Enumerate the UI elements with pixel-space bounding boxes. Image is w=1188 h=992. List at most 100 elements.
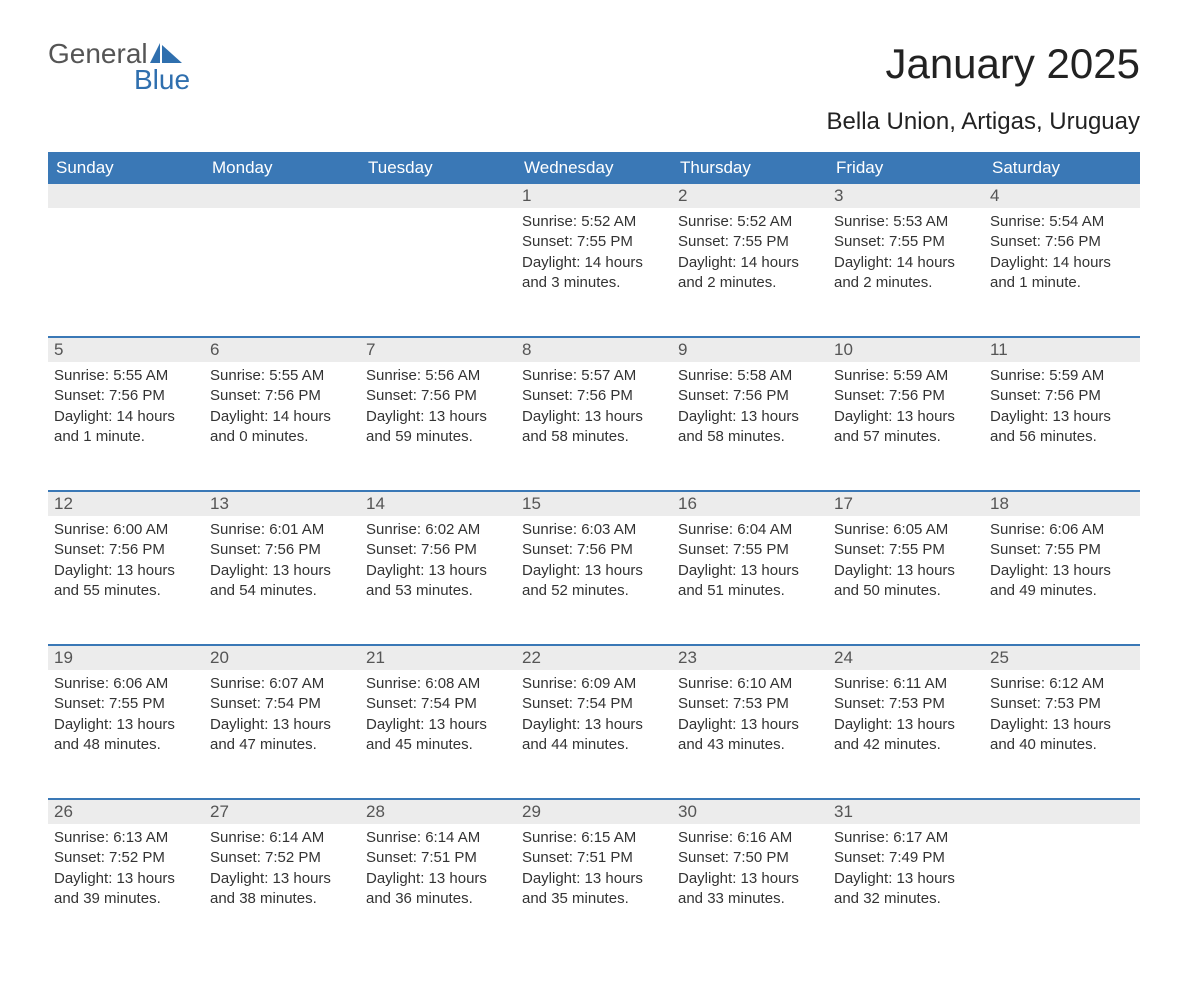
day-content-cell bbox=[360, 208, 516, 336]
weekday-header: Wednesday bbox=[516, 152, 672, 184]
day-number: 29 bbox=[516, 798, 672, 824]
day-content-cell: Sunrise: 6:06 AMSunset: 7:55 PMDaylight:… bbox=[984, 516, 1140, 644]
day-number-cell: 15 bbox=[516, 490, 672, 516]
day-number: 9 bbox=[672, 336, 828, 362]
day-content-cell: Sunrise: 6:16 AMSunset: 7:50 PMDaylight:… bbox=[672, 824, 828, 952]
day-content: Sunrise: 6:17 AMSunset: 7:49 PMDaylight:… bbox=[828, 824, 984, 921]
day-number-cell: 31 bbox=[828, 798, 984, 824]
day-content-cell: Sunrise: 6:08 AMSunset: 7:54 PMDaylight:… bbox=[360, 670, 516, 798]
day-content-cell: Sunrise: 6:12 AMSunset: 7:53 PMDaylight:… bbox=[984, 670, 1140, 798]
week-daytext-row: Sunrise: 5:55 AMSunset: 7:56 PMDaylight:… bbox=[48, 362, 1140, 490]
day-number bbox=[984, 798, 1140, 824]
day-content: Sunrise: 5:55 AMSunset: 7:56 PMDaylight:… bbox=[204, 362, 360, 459]
day-number: 24 bbox=[828, 644, 984, 670]
week-daynum-row: 12131415161718 bbox=[48, 490, 1140, 516]
day-number: 2 bbox=[672, 184, 828, 208]
day-number: 10 bbox=[828, 336, 984, 362]
day-number: 30 bbox=[672, 798, 828, 824]
day-content-cell: Sunrise: 5:54 AMSunset: 7:56 PMDaylight:… bbox=[984, 208, 1140, 336]
day-number-cell: 6 bbox=[204, 336, 360, 362]
day-number-cell: 26 bbox=[48, 798, 204, 824]
day-content-cell: Sunrise: 5:53 AMSunset: 7:55 PMDaylight:… bbox=[828, 208, 984, 336]
day-number-cell bbox=[360, 184, 516, 208]
day-content: Sunrise: 5:54 AMSunset: 7:56 PMDaylight:… bbox=[984, 208, 1140, 305]
day-number-cell: 28 bbox=[360, 798, 516, 824]
day-number-cell: 7 bbox=[360, 336, 516, 362]
page-title: January 2025 bbox=[827, 40, 1141, 88]
day-number-cell: 23 bbox=[672, 644, 828, 670]
day-content-cell: Sunrise: 6:07 AMSunset: 7:54 PMDaylight:… bbox=[204, 670, 360, 798]
week-daynum-row: 1234 bbox=[48, 184, 1140, 208]
day-content: Sunrise: 5:56 AMSunset: 7:56 PMDaylight:… bbox=[360, 362, 516, 459]
day-number-cell bbox=[48, 184, 204, 208]
day-number-cell: 3 bbox=[828, 184, 984, 208]
day-number-cell bbox=[204, 184, 360, 208]
week-daynum-row: 567891011 bbox=[48, 336, 1140, 362]
day-number-cell: 2 bbox=[672, 184, 828, 208]
day-number: 6 bbox=[204, 336, 360, 362]
day-content: Sunrise: 6:11 AMSunset: 7:53 PMDaylight:… bbox=[828, 670, 984, 767]
day-content-cell: Sunrise: 6:09 AMSunset: 7:54 PMDaylight:… bbox=[516, 670, 672, 798]
day-content: Sunrise: 6:07 AMSunset: 7:54 PMDaylight:… bbox=[204, 670, 360, 767]
day-number-cell: 8 bbox=[516, 336, 672, 362]
day-number: 19 bbox=[48, 644, 204, 670]
day-content: Sunrise: 5:52 AMSunset: 7:55 PMDaylight:… bbox=[672, 208, 828, 305]
day-number-cell: 14 bbox=[360, 490, 516, 516]
day-number: 26 bbox=[48, 798, 204, 824]
weekday-header: Sunday bbox=[48, 152, 204, 184]
title-block: January 2025 Bella Union, Artigas, Urugu… bbox=[827, 40, 1141, 144]
logo: General Blue bbox=[48, 40, 190, 94]
day-content: Sunrise: 6:14 AMSunset: 7:51 PMDaylight:… bbox=[360, 824, 516, 921]
day-content-cell: Sunrise: 5:52 AMSunset: 7:55 PMDaylight:… bbox=[516, 208, 672, 336]
day-number: 16 bbox=[672, 490, 828, 516]
day-content-cell: Sunrise: 5:59 AMSunset: 7:56 PMDaylight:… bbox=[984, 362, 1140, 490]
day-content-cell bbox=[204, 208, 360, 336]
week-daytext-row: Sunrise: 6:13 AMSunset: 7:52 PMDaylight:… bbox=[48, 824, 1140, 952]
day-number: 12 bbox=[48, 490, 204, 516]
day-content-cell: Sunrise: 6:11 AMSunset: 7:53 PMDaylight:… bbox=[828, 670, 984, 798]
week-daynum-row: 262728293031 bbox=[48, 798, 1140, 824]
day-content: Sunrise: 5:59 AMSunset: 7:56 PMDaylight:… bbox=[828, 362, 984, 459]
day-number: 28 bbox=[360, 798, 516, 824]
day-number-cell: 13 bbox=[204, 490, 360, 516]
day-number: 20 bbox=[204, 644, 360, 670]
day-number-cell: 22 bbox=[516, 644, 672, 670]
day-number-cell: 20 bbox=[204, 644, 360, 670]
weekday-header: Saturday bbox=[984, 152, 1140, 184]
day-content: Sunrise: 6:00 AMSunset: 7:56 PMDaylight:… bbox=[48, 516, 204, 613]
day-number-cell: 4 bbox=[984, 184, 1140, 208]
weekday-header: Monday bbox=[204, 152, 360, 184]
day-content-cell: Sunrise: 6:02 AMSunset: 7:56 PMDaylight:… bbox=[360, 516, 516, 644]
day-content: Sunrise: 6:05 AMSunset: 7:55 PMDaylight:… bbox=[828, 516, 984, 613]
day-number-cell: 12 bbox=[48, 490, 204, 516]
day-number: 27 bbox=[204, 798, 360, 824]
day-content: Sunrise: 6:08 AMSunset: 7:54 PMDaylight:… bbox=[360, 670, 516, 767]
day-content-cell: Sunrise: 6:06 AMSunset: 7:55 PMDaylight:… bbox=[48, 670, 204, 798]
day-number bbox=[360, 184, 516, 208]
day-content: Sunrise: 5:58 AMSunset: 7:56 PMDaylight:… bbox=[672, 362, 828, 459]
day-number bbox=[204, 184, 360, 208]
day-number bbox=[48, 184, 204, 208]
day-number: 13 bbox=[204, 490, 360, 516]
logo-word1: General bbox=[48, 40, 148, 68]
day-content: Sunrise: 5:53 AMSunset: 7:55 PMDaylight:… bbox=[828, 208, 984, 305]
day-content: Sunrise: 6:01 AMSunset: 7:56 PMDaylight:… bbox=[204, 516, 360, 613]
day-content: Sunrise: 6:02 AMSunset: 7:56 PMDaylight:… bbox=[360, 516, 516, 613]
day-content-cell bbox=[48, 208, 204, 336]
day-number: 5 bbox=[48, 336, 204, 362]
day-number-cell: 10 bbox=[828, 336, 984, 362]
day-content-cell bbox=[984, 824, 1140, 952]
day-content-cell: Sunrise: 6:13 AMSunset: 7:52 PMDaylight:… bbox=[48, 824, 204, 952]
day-number: 14 bbox=[360, 490, 516, 516]
day-number-cell: 16 bbox=[672, 490, 828, 516]
day-content-cell: Sunrise: 5:56 AMSunset: 7:56 PMDaylight:… bbox=[360, 362, 516, 490]
day-number: 22 bbox=[516, 644, 672, 670]
header: General Blue January 2025 Bella Union, A… bbox=[48, 40, 1140, 144]
day-number: 3 bbox=[828, 184, 984, 208]
week-daytext-row: Sunrise: 6:06 AMSunset: 7:55 PMDaylight:… bbox=[48, 670, 1140, 798]
day-number: 17 bbox=[828, 490, 984, 516]
day-number-cell: 1 bbox=[516, 184, 672, 208]
day-content: Sunrise: 6:15 AMSunset: 7:51 PMDaylight:… bbox=[516, 824, 672, 921]
day-number: 11 bbox=[984, 336, 1140, 362]
day-number: 7 bbox=[360, 336, 516, 362]
